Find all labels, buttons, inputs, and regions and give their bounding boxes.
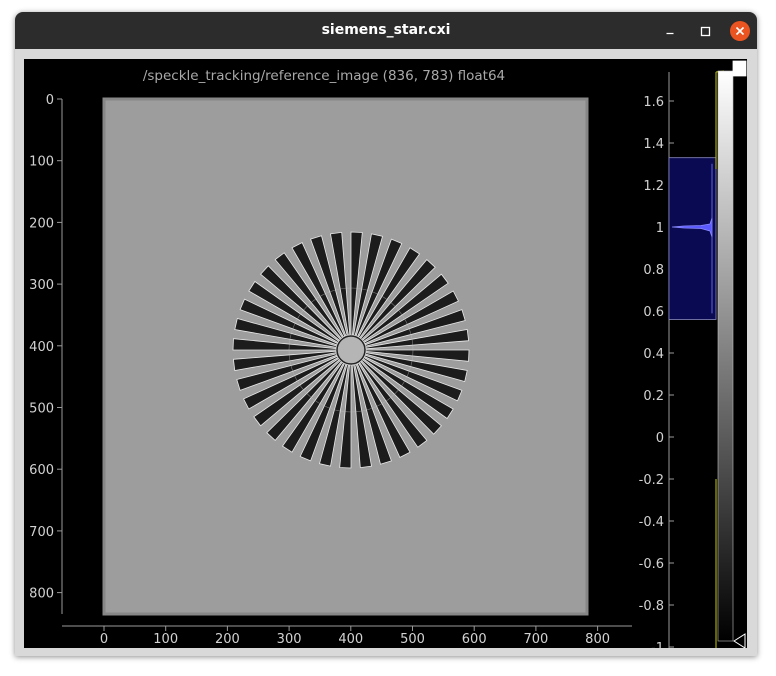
maximize-button[interactable] [697,21,717,41]
histogram-tick-label: -0.2 [639,473,664,488]
star-spoke [232,350,337,371]
star-spoke [253,357,341,427]
x-tick-label: 0 [100,632,108,647]
image-plot[interactable] [102,97,589,616]
x-axis: 0 100 200 300 400 500 600 700 800 [62,625,632,647]
star-spoke [319,364,349,467]
star-spoke [330,231,351,336]
y-tick-label: 400 [29,340,54,355]
y-tick-label: 500 [29,402,54,417]
y-tick-label: 800 [29,587,54,602]
star-spoke [364,309,466,347]
star-spoke [358,360,428,448]
image-edge-noise [102,97,589,616]
y-tick-label: 100 [29,155,54,170]
histogram-tick-label: 0.4 [643,347,664,362]
x-tick-label: 100 [153,632,178,647]
histogram-tick-label: 1.4 [643,137,664,152]
histogram-level-region[interactable] [668,157,717,320]
upper-level-handle-icon[interactable] [732,60,747,77]
histogram-tick-label: 1.6 [643,95,664,110]
star-spoke [353,233,383,336]
histogram-tick-label: -1 [651,641,664,648]
star-spoke [350,231,363,336]
histogram-lut[interactable]: 1.6 1.4 1.2 1 0.8 0.6 0.4 0.2 0 -0.2 -0.4 -0.6 -0.8 -… [639,60,747,648]
x-tick-label: 700 [523,632,548,647]
y-tick-label: 200 [29,216,54,231]
star-spoke [363,354,463,402]
star-spoke [339,364,352,469]
close-icon [735,26,745,36]
x-tick-label: 800 [585,632,610,647]
star-ring [288,287,414,413]
star-spoke [266,359,342,441]
x-tick-label: 500 [400,632,425,647]
minimize-icon [666,32,674,35]
star-spoke [354,363,392,465]
image-view-panel: 0 100 200 300 400 500 600 700 800 0 100 200 300 400 5… [24,59,747,648]
histogram-tick-label: 0.8 [643,263,664,278]
x-tick-label: 400 [338,632,363,647]
y-tick-label: 0 [46,93,54,108]
star-spoke [355,238,403,338]
histogram-tick-label: 0.2 [643,389,664,404]
star-center [336,335,366,365]
x-tick-label: 200 [215,632,240,647]
lower-level-handle-icon[interactable] [733,633,746,648]
star-spoke [351,364,372,469]
star-spoke [234,318,337,348]
star-spoke [360,359,442,435]
star-spoke [291,242,346,338]
close-button[interactable] [730,21,750,41]
histogram-tick-label: -0.8 [639,599,664,614]
star-spoke [362,356,454,420]
star-spoke [248,280,340,344]
y-tick-label: 700 [29,525,54,540]
window-title: siemens_star.cxi [321,22,451,38]
x-tick-label: 600 [462,632,487,647]
histogram-tick-label: 1.2 [643,179,664,194]
star-spoke [310,235,348,337]
star-spoke [356,362,411,458]
plot-title: /speckle_tracking/reference_image (836, … [142,68,506,84]
star-spoke [361,273,449,343]
star-spoke [360,259,436,341]
y-axis: 0 100 200 300 400 500 600 700 800 [29,93,63,614]
siemens-star [232,231,470,469]
star-spoke [260,265,342,341]
star-spoke [365,329,470,350]
star-spoke [365,352,468,382]
star-spoke [357,247,421,339]
plot-canvas: 0 100 200 300 400 500 600 700 800 0 100 200 300 400 5… [29,60,747,648]
histogram-tick-label: -0.4 [639,515,664,530]
histogram-tick-label: 0.6 [643,305,664,320]
star-spoke [232,338,337,351]
star-spoke [299,362,347,462]
histogram-tick-label: 1 [656,221,664,236]
x-tick-label: 300 [277,632,302,647]
star-spoke [274,252,344,340]
star-spoke [239,298,339,346]
histogram-tick-label: 0 [656,431,664,446]
star-spoke [281,361,345,453]
star-spoke [236,353,338,391]
star-spoke [243,355,339,410]
minimize-button[interactable] [661,21,681,41]
gradient-editor-bar[interactable] [717,70,734,642]
app-window: siemens_star.cxi [15,12,757,656]
star-spoke [363,290,459,345]
titlebar[interactable]: siemens_star.cxi [15,12,757,49]
histogram-tick-label: -0.6 [639,557,664,572]
y-tick-label: 300 [29,278,54,293]
histogram-curve [671,217,713,238]
maximize-icon [700,26,711,37]
star-spoke [365,349,470,362]
y-tick-label: 600 [29,463,54,478]
